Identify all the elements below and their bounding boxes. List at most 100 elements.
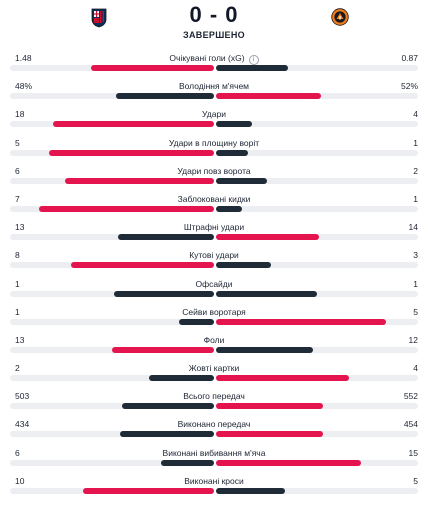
home-value: 2 <box>15 363 20 374</box>
home-bar-fill <box>52 121 214 128</box>
stat-label-text: Удари в площину воріт <box>168 137 260 148</box>
stat-row: 13 Штрафні удари 14 <box>0 221 428 249</box>
home-value: 48% <box>15 81 33 92</box>
match-score: 0 - 0 <box>189 2 239 27</box>
stat-row: 5 Удари в площину воріт 1 <box>0 137 428 165</box>
away-bar-fill <box>216 403 324 410</box>
stat-label: Удари в площину воріт <box>0 138 428 148</box>
stat-row: 6 Виконані вибивання м'яча 15 <box>0 447 428 475</box>
home-bar-fill <box>65 177 214 184</box>
home-bar-fill <box>112 346 214 353</box>
home-bar-track <box>10 177 214 184</box>
stat-label-text: Всього передач <box>183 391 245 402</box>
home-bar-fill <box>148 375 214 382</box>
home-bar-fill <box>122 403 214 410</box>
home-value: 1 <box>15 278 20 289</box>
stat-label-text: Удари <box>202 109 226 120</box>
stat-row: 503 Всього передач 552 <box>0 390 428 418</box>
home-bar-track <box>10 487 214 494</box>
away-value: 2 <box>413 165 418 176</box>
away-bar-fill <box>216 262 271 269</box>
stat-label: Володіння м'ячем <box>0 81 428 91</box>
shakhtar-crest-icon[interactable] <box>331 8 349 26</box>
stat-label: Жовті картки <box>0 363 428 373</box>
stat-row: 6 Удари повз ворота 2 <box>0 165 428 193</box>
home-value: 1.48 <box>15 53 32 63</box>
match-status: ЗАВЕРШЕНО <box>183 30 245 40</box>
stat-row: 2 Жовті картки 4 <box>0 362 428 390</box>
home-value: 13 <box>15 334 25 345</box>
stat-label-text: Кутові удари <box>189 250 239 261</box>
stat-label: Заблоковані кидки <box>0 194 428 204</box>
home-bar-track <box>10 93 214 100</box>
away-bar-fill <box>216 487 285 494</box>
home-value: 6 <box>15 447 20 458</box>
home-bar-fill <box>48 149 214 156</box>
home-bar-track <box>10 459 214 466</box>
away-value: 4 <box>413 109 418 120</box>
away-value: 3 <box>413 250 418 261</box>
stat-label: Офсайди <box>0 279 428 289</box>
home-bar-track <box>10 346 214 353</box>
home-value: 5 <box>15 137 20 148</box>
away-value: 4 <box>413 363 418 374</box>
stats-list: 1.48 Очікувані голи (xG) i 0.87 48% Володіння… <box>0 52 428 503</box>
home-bar-track <box>10 431 214 438</box>
stat-row: 434 Виконано передач 454 <box>0 418 428 446</box>
home-value: 503 <box>15 391 30 402</box>
home-bar-fill <box>179 318 214 325</box>
home-value: 10 <box>15 475 25 486</box>
away-bar-track <box>216 205 418 212</box>
home-bar-track <box>10 234 214 241</box>
home-bar-track <box>10 290 214 297</box>
stat-label: Кутові удари <box>0 250 428 260</box>
home-bar-fill <box>114 290 214 297</box>
stat-label-text: Штрафні удари <box>183 222 245 233</box>
away-bar-fill <box>216 431 324 438</box>
away-value: 15 <box>408 447 418 458</box>
away-value: 1 <box>413 278 418 289</box>
info-icon[interactable]: i <box>248 55 259 65</box>
away-bar-track <box>216 177 418 184</box>
stat-label-text: Сейви воротаря <box>182 306 246 317</box>
away-bar-track <box>216 459 418 466</box>
stat-row: 13 Фоли 12 <box>0 334 428 362</box>
away-bar-track <box>216 403 418 410</box>
home-bar-fill <box>38 205 214 212</box>
stat-label-text: Виконані вибивання м'яча <box>162 447 266 458</box>
stat-label: Фоли <box>0 335 428 345</box>
away-bar-fill <box>216 290 317 297</box>
stat-label-text: Володіння м'ячем <box>178 81 250 92</box>
home-value: 7 <box>15 193 20 204</box>
stat-label-text: Заблоковані кидки <box>177 193 251 204</box>
stat-label: Всього передач <box>0 391 428 401</box>
away-bar-track <box>216 487 418 494</box>
away-value: 5 <box>413 306 418 317</box>
bologna-crest-icon[interactable] <box>91 8 107 28</box>
away-bar-fill <box>216 93 322 100</box>
stat-label-text: Фоли <box>203 334 225 345</box>
away-value: 12 <box>408 334 418 345</box>
away-bar-track <box>216 93 418 100</box>
home-bar-fill <box>71 262 214 269</box>
stat-row: 1.48 Очікувані голи (xG) i 0.87 <box>0 52 428 80</box>
away-bar-track <box>216 149 418 156</box>
home-bar-fill <box>116 93 214 100</box>
away-value: 1 <box>413 193 418 204</box>
away-bar-fill <box>216 375 350 382</box>
away-bar-fill <box>216 205 243 212</box>
stat-row: 1 Сейви воротаря 5 <box>0 306 428 334</box>
away-value: 1 <box>413 137 418 148</box>
away-bar-track <box>216 262 418 269</box>
away-value: 0.87 <box>401 53 418 63</box>
away-bar-fill <box>216 121 253 128</box>
stat-label: Очікувані голи (xG) i <box>0 53 428 65</box>
stat-label: Удари повз ворота <box>0 166 428 176</box>
away-bar-fill <box>216 177 267 184</box>
stat-label: Виконані кроси <box>0 476 428 486</box>
away-bar-track <box>216 375 418 382</box>
home-bar-fill <box>118 234 214 241</box>
home-bar-track <box>10 205 214 212</box>
home-bar-fill <box>120 431 214 438</box>
away-bar-fill <box>216 318 386 325</box>
